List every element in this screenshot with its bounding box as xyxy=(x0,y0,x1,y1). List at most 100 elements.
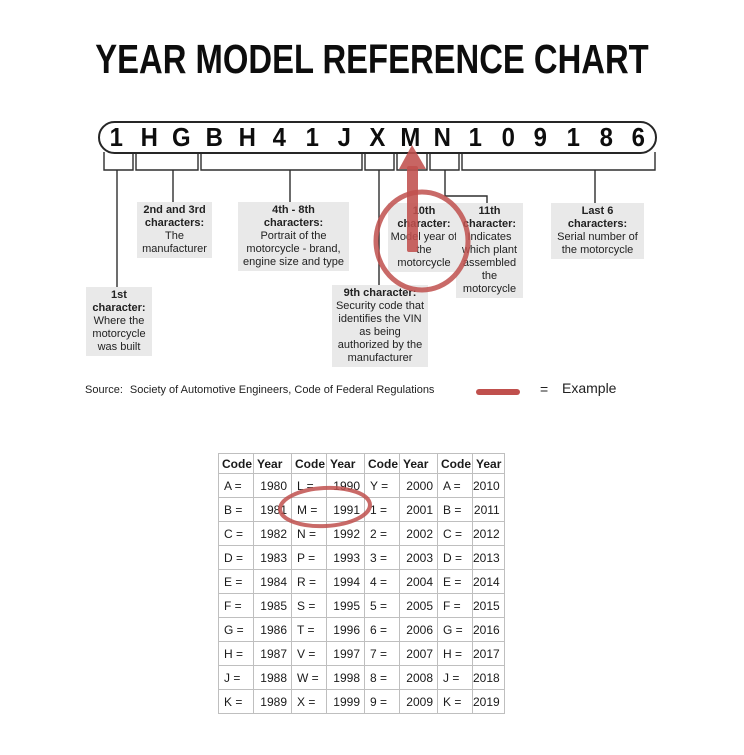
year-cell: 2009 xyxy=(399,689,438,714)
year-table-header-row: Code Year Code Year Code Year Code Year xyxy=(218,453,505,474)
year-cell: 2015 xyxy=(472,593,505,618)
code-cell: R = xyxy=(291,569,327,594)
code-cell: 1 = xyxy=(364,497,400,522)
year-cell: 1992 xyxy=(326,521,365,546)
year-cell: 1997 xyxy=(326,641,365,666)
callout-11th-character: 11th character: Indicates which plant as… xyxy=(456,203,523,298)
year-cell: 1987 xyxy=(253,641,292,666)
bracket-last-6 xyxy=(461,152,656,171)
year-cell: 2002 xyxy=(399,521,438,546)
code-cell: H = xyxy=(437,641,473,666)
year-table-header-cell: Code xyxy=(437,453,473,474)
callout-10th-character: 10th character: Model year of the motorc… xyxy=(388,203,460,272)
year-cell: 2019 xyxy=(472,689,505,714)
callout-body: Serial number of the motorcycle xyxy=(557,231,638,256)
callout-body: Indicates which plant assembled the moto… xyxy=(461,231,518,295)
code-cell: S = xyxy=(291,593,327,618)
year-cell: 1985 xyxy=(253,593,292,618)
code-cell: 8 = xyxy=(364,665,400,690)
code-cell: A = xyxy=(218,473,254,498)
vin-character: 0 xyxy=(501,122,515,152)
year-cell: 2007 xyxy=(399,641,438,666)
example-red-line-icon xyxy=(476,389,520,395)
code-cell: 7 = xyxy=(364,641,400,666)
code-cell: H = xyxy=(218,641,254,666)
year-table-header-cell: Year xyxy=(399,453,438,474)
connector-char-11 xyxy=(444,170,488,203)
year-table-row: A = 1980 L = 1990 Y = 2000 A = 2010 xyxy=(218,473,505,498)
year-table-row: C = 1982 N = 1992 2 = 2002 C = 2012 xyxy=(218,521,505,546)
code-cell: 6 = xyxy=(364,617,400,642)
year-cell: 2012 xyxy=(472,521,505,546)
callout-heading: 9th character: xyxy=(343,287,417,299)
bracket-char-9 xyxy=(364,152,395,171)
legend-example-label: Example xyxy=(562,380,617,396)
code-cell: K = xyxy=(218,689,254,714)
year-table-body: A = 1980 L = 1990 Y = 2000 A = 2010 B = 1981 M = 19… xyxy=(218,473,505,714)
code-cell: N = xyxy=(291,521,327,546)
year-table-row: B = 1981 M = 1991 1 = 2001 B = 2011 xyxy=(218,497,505,522)
vin-character: 1 xyxy=(305,122,319,152)
year-table-header-cell: Code xyxy=(364,453,400,474)
year-cell: 1984 xyxy=(253,569,292,594)
vin-character: 1 xyxy=(468,122,483,152)
year-table-header-cell: Year xyxy=(472,453,505,474)
code-cell: J = xyxy=(218,665,254,690)
callout-body: Security code that identifies the VIN as… xyxy=(335,300,425,364)
source-line: Source: Society of Automotive Engineers, … xyxy=(85,384,434,396)
page-title: YEAR MODEL REFERENCE CHART xyxy=(95,36,649,82)
year-cell: 1989 xyxy=(253,689,292,714)
vin-character: 8 xyxy=(599,122,613,152)
bracket-chars-4-8 xyxy=(200,152,363,171)
year-cell: 2013 xyxy=(472,545,505,570)
year-cell: 1980 xyxy=(253,473,292,498)
vin-character: H xyxy=(238,122,256,152)
year-code-table: Code Year Code Year Code Year Code Year A = 1980… xyxy=(218,453,505,714)
year-table-row: G = 1986 T = 1996 6 = 2006 G = 2016 xyxy=(218,617,505,642)
code-cell: K = xyxy=(437,689,473,714)
year-cell: 1986 xyxy=(253,617,292,642)
code-cell: D = xyxy=(218,545,254,570)
legend-equals-sign: = xyxy=(540,381,549,397)
year-cell: 1994 xyxy=(326,569,365,594)
callout-last-6-characters: Last 6 characters: Serial number of the … xyxy=(551,203,644,259)
year-cell: 1981 xyxy=(253,497,292,522)
source-label: Source: xyxy=(85,384,123,396)
year-cell: 2010 xyxy=(472,473,505,498)
year-cell: 2006 xyxy=(399,617,438,642)
code-cell: D = xyxy=(437,545,473,570)
callout-9th-character: 9th character: Security code that identi… xyxy=(332,285,428,367)
bracket-char-11 xyxy=(429,152,460,171)
vin-character: J xyxy=(338,122,352,152)
year-cell: 2001 xyxy=(399,497,438,522)
code-cell: 4 = xyxy=(364,569,400,594)
year-table-header-cell: Year xyxy=(253,453,292,474)
year-cell: 1982 xyxy=(253,521,292,546)
callout-heading: Last 6 characters: xyxy=(567,205,628,230)
code-cell: C = xyxy=(437,521,473,546)
code-cell: 2 = xyxy=(364,521,400,546)
code-cell: X = xyxy=(291,689,327,714)
callout-body: Model year of the motorcycle xyxy=(390,231,458,269)
code-cell: G = xyxy=(218,617,254,642)
year-cell: 1983 xyxy=(253,545,292,570)
vin-character: H xyxy=(140,122,158,152)
year-table-header-cell: Code xyxy=(218,453,254,474)
year-cell: 1998 xyxy=(326,665,365,690)
year-table-row: F = 1985 S = 1995 5 = 2005 F = 2015 xyxy=(218,593,505,618)
code-cell: E = xyxy=(437,569,473,594)
callout-heading: 10th character: xyxy=(397,205,451,230)
year-table-header-cell: Code xyxy=(291,453,327,474)
callout-4th-8th-characters: 4th - 8th characters: Portrait of the mo… xyxy=(238,202,349,271)
vin-character: B xyxy=(205,122,223,152)
year-cell: 2008 xyxy=(399,665,438,690)
code-cell: V = xyxy=(291,641,327,666)
year-table-row: D = 1983 P = 1993 3 = 2003 D = 2013 xyxy=(218,545,505,570)
bracket-char-10 xyxy=(396,152,428,171)
code-cell: 3 = xyxy=(364,545,400,570)
year-table-row: H = 1987 V = 1997 7 = 2007 H = 2017 xyxy=(218,641,505,666)
vin-character: 4 xyxy=(272,122,287,152)
